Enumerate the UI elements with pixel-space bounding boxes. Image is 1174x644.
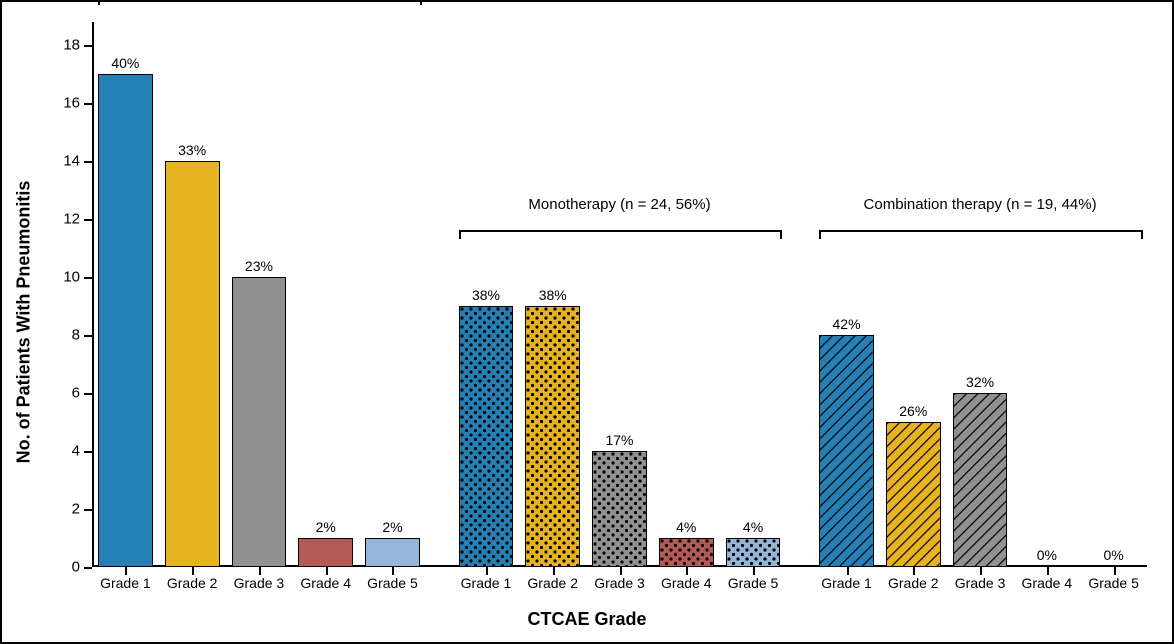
bar: 38% — [459, 306, 514, 567]
y-tick-label: 14 — [63, 153, 92, 170]
x-tick-label: Grade 2 — [167, 567, 218, 591]
x-tick-label: Grade 1 — [821, 567, 872, 591]
bar: 32% — [953, 393, 1008, 567]
group-header-label: Combination therapy (n = 19, 44%) — [864, 196, 1097, 213]
bar: 2% — [365, 538, 420, 567]
y-axis-title: No. of Patients With Pneumonitis — [14, 181, 35, 464]
bar: 17% — [592, 451, 647, 567]
group-header-label: Monotherapy (n = 24, 56%) — [528, 196, 710, 213]
bar-value-label: 2% — [382, 519, 402, 539]
bar: 2% — [298, 538, 353, 567]
x-tick-label: Grade 2 — [527, 567, 578, 591]
group-header-whisker — [1141, 230, 1143, 240]
bar-value-label: 38% — [539, 287, 567, 307]
y-tick-label: 12 — [63, 211, 92, 228]
group-header-whisker — [459, 230, 461, 240]
y-tick-label: 10 — [63, 269, 92, 286]
bar: 33% — [165, 161, 220, 567]
bar-value-label: 40% — [111, 55, 139, 75]
bar: 26% — [886, 422, 941, 567]
chart-frame: No. of Patients With Pneumonitis CTCAE G… — [0, 0, 1174, 644]
group-header-whisker — [780, 230, 782, 240]
bar: 4% — [726, 538, 781, 567]
group-header-whisker — [420, 0, 422, 5]
bar: 4% — [659, 538, 714, 567]
group-header-whisker — [98, 0, 100, 5]
x-tick-label: Grade 1 — [100, 567, 151, 591]
y-tick-label: 16 — [63, 95, 92, 112]
x-axis-title: CTCAE Grade — [527, 609, 646, 630]
bar-value-label: 4% — [676, 519, 696, 539]
x-tick-label: Grade 2 — [888, 567, 939, 591]
bar-value-label: 38% — [472, 287, 500, 307]
x-tick-label: Grade 4 — [300, 567, 351, 591]
bar-value-label: 23% — [245, 258, 273, 278]
y-tick-label: 6 — [72, 385, 92, 402]
x-tick-label: Grade 5 — [367, 567, 418, 591]
y-tick-label: 18 — [63, 37, 92, 54]
bar-value-label: 0% — [1037, 547, 1057, 567]
y-tick-label: 8 — [72, 327, 92, 344]
x-tick-label: Grade 3 — [594, 567, 645, 591]
bar-value-label: 26% — [899, 403, 927, 423]
group-header-underline — [459, 230, 781, 232]
bar-value-label: 0% — [1103, 547, 1123, 567]
bar: 42% — [819, 335, 874, 567]
bar-value-label: 33% — [178, 142, 206, 162]
x-tick-label: Grade 3 — [234, 567, 285, 591]
x-tick-label: Grade 1 — [461, 567, 512, 591]
group-header-whisker — [819, 230, 821, 240]
x-tick-label: Grade 5 — [1088, 567, 1139, 591]
x-tick-label: Grade 4 — [661, 567, 712, 591]
y-tick-label: 4 — [72, 443, 92, 460]
y-tick-label: 2 — [72, 501, 92, 518]
y-tick-label: 0 — [72, 559, 92, 576]
x-tick-label: Grade 5 — [728, 567, 779, 591]
x-tick-label: Grade 4 — [1022, 567, 1073, 591]
bar-value-label: 2% — [316, 519, 336, 539]
bar: 38% — [525, 306, 580, 567]
bar-value-label: 42% — [833, 316, 861, 336]
bar-value-label: 17% — [605, 432, 633, 452]
bar-value-label: 32% — [966, 374, 994, 394]
bar: 23% — [232, 277, 287, 567]
bar-value-label: 4% — [743, 519, 763, 539]
plot-area: 02468101214161840%Grade 133%Grade 223%Gr… — [92, 22, 1147, 567]
x-tick-label: Grade 3 — [955, 567, 1006, 591]
bar: 40% — [98, 74, 153, 567]
group-header-underline — [819, 230, 1141, 232]
y-axis — [92, 22, 94, 567]
